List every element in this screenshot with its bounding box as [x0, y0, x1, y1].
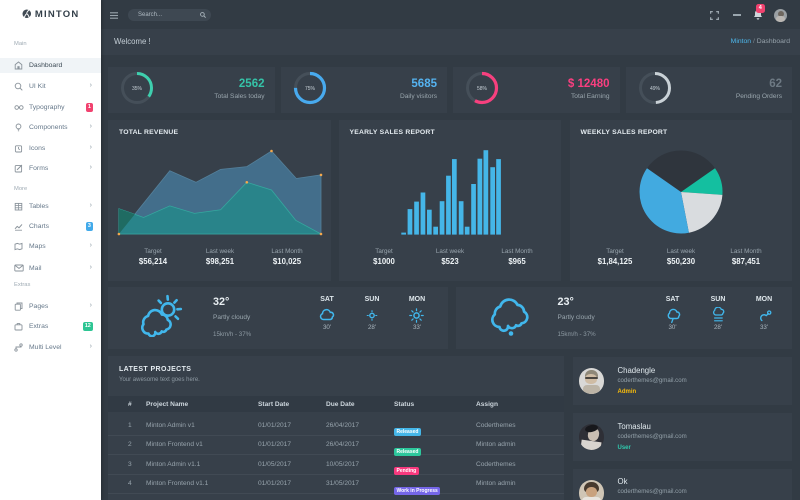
svg-text:58%: 58%	[477, 86, 488, 92]
svg-text:49%: 49%	[649, 86, 660, 92]
svg-text:35%: 35%	[132, 86, 143, 92]
svg-text:75%: 75%	[304, 86, 315, 92]
